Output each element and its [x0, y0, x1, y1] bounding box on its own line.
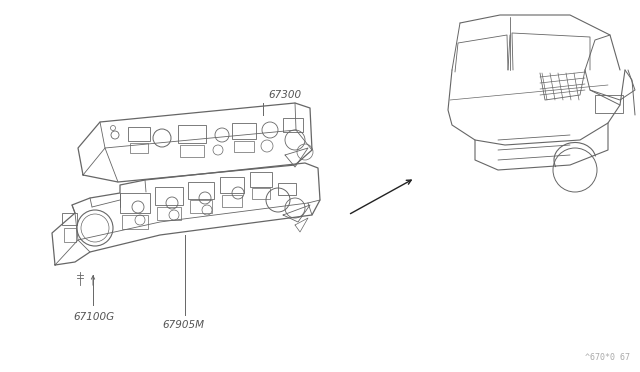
- Bar: [283, 118, 303, 132]
- Bar: [130, 143, 148, 153]
- Bar: [232, 123, 256, 139]
- Text: 67300: 67300: [268, 90, 301, 100]
- Bar: [234, 141, 254, 152]
- Text: ^670*0 67: ^670*0 67: [585, 353, 630, 362]
- Bar: [252, 188, 270, 199]
- Bar: [122, 215, 148, 229]
- Bar: [62, 213, 77, 225]
- Bar: [128, 127, 150, 141]
- Bar: [250, 172, 272, 187]
- Bar: [157, 207, 181, 220]
- Bar: [190, 200, 212, 213]
- Bar: [180, 145, 204, 157]
- Bar: [64, 228, 76, 242]
- Bar: [595, 95, 623, 113]
- Bar: [178, 125, 206, 143]
- Bar: [220, 177, 244, 193]
- Text: 67100G: 67100G: [73, 312, 114, 322]
- Bar: [120, 193, 150, 213]
- Text: 67905M: 67905M: [162, 320, 204, 330]
- Bar: [278, 183, 296, 195]
- Bar: [222, 195, 242, 207]
- Bar: [155, 187, 183, 205]
- Bar: [188, 182, 214, 199]
